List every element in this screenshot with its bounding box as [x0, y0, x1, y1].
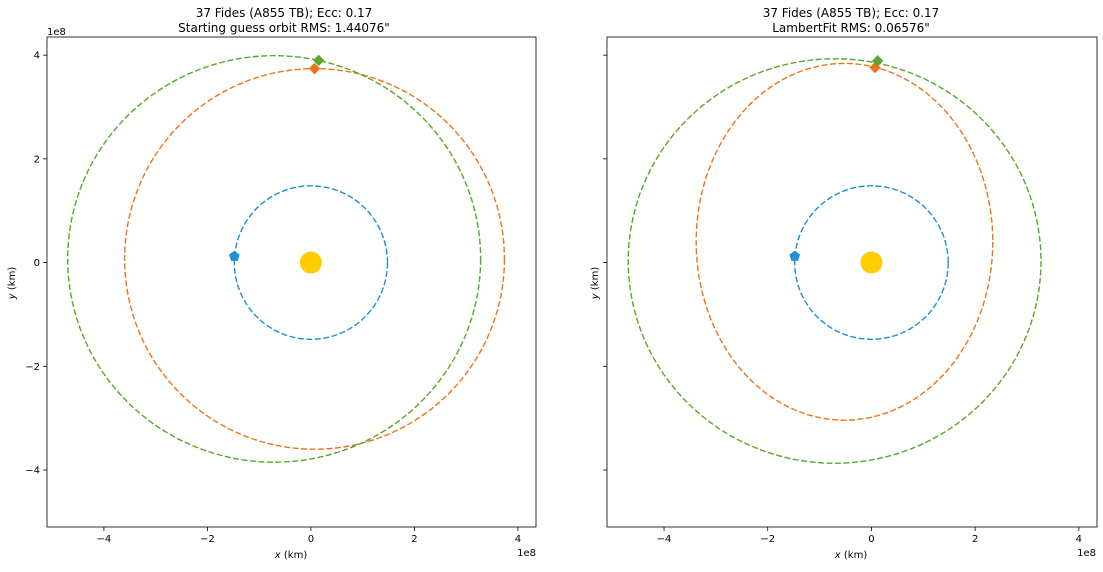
left-x-axis-label: x (km) [274, 550, 308, 561]
y-tick-label: −2 [25, 362, 40, 373]
right-y-axis-label: y (km) [590, 267, 601, 301]
body-position-marker-1 [228, 250, 240, 261]
plot-area [66, 54, 506, 463]
body-position-marker-2 [869, 61, 881, 74]
axes-frame [606, 36, 1098, 528]
right-orbit-plot: 37 Fides (A855 TB); Ecc: 0.17 LambertFit… [590, 6, 1098, 561]
right-title-line2: LambertFit RMS: 0.06576" [772, 21, 930, 35]
x-tick-label: 2 [411, 534, 417, 545]
orbit-path-3 [627, 58, 1042, 464]
axes-frame [46, 36, 537, 528]
y-tick-label: 2 [34, 154, 40, 165]
sun-marker [299, 251, 322, 274]
left-title-line1: 37 Fides (A855 TB); Ecc: 0.17 [196, 6, 373, 20]
x-tick-label: 4 [1076, 534, 1082, 545]
x-tick-label: −2 [200, 534, 215, 545]
left-y-axis-label: y (km) [7, 267, 18, 301]
x-tick-label: −2 [760, 534, 775, 545]
sun-marker [860, 251, 883, 274]
right-x-axis-label: x (km) [834, 550, 868, 561]
body-position-marker-2 [308, 62, 321, 75]
body-position-marker-3 [871, 55, 884, 67]
x-tick-label: −4 [97, 534, 112, 545]
x-tick-label: 2 [972, 534, 978, 545]
y-tick-label: 0 [34, 258, 40, 269]
orbit-path-2 [695, 62, 994, 421]
body-position-marker-3 [312, 54, 325, 67]
left-y-offset-label: 1e8 [47, 27, 66, 38]
x-tick-label: −4 [657, 534, 672, 545]
plot-area [627, 55, 1042, 464]
x-tick-label: 0 [868, 534, 874, 545]
x-tick-label: 0 [308, 534, 314, 545]
left-orbit-plot: 37 Fides (A855 TB); Ecc: 0.17 Starting g… [7, 6, 537, 561]
orbit-path-1 [794, 185, 949, 340]
right-x-offset-label: 1e8 [1077, 548, 1096, 559]
y-tick-label: 4 [34, 51, 40, 62]
body-position-marker-1 [789, 250, 801, 261]
left-title-line2: Starting guess orbit RMS: 1.44076" [178, 21, 390, 35]
orbit-path-1 [233, 185, 389, 340]
orbit-path-3 [66, 54, 482, 463]
left-x-offset-label: 1e8 [517, 548, 536, 559]
y-tick-label: −4 [25, 465, 40, 476]
x-tick-label: 4 [515, 534, 521, 545]
right-title-line1: 37 Fides (A855 TB); Ecc: 0.17 [763, 6, 940, 20]
